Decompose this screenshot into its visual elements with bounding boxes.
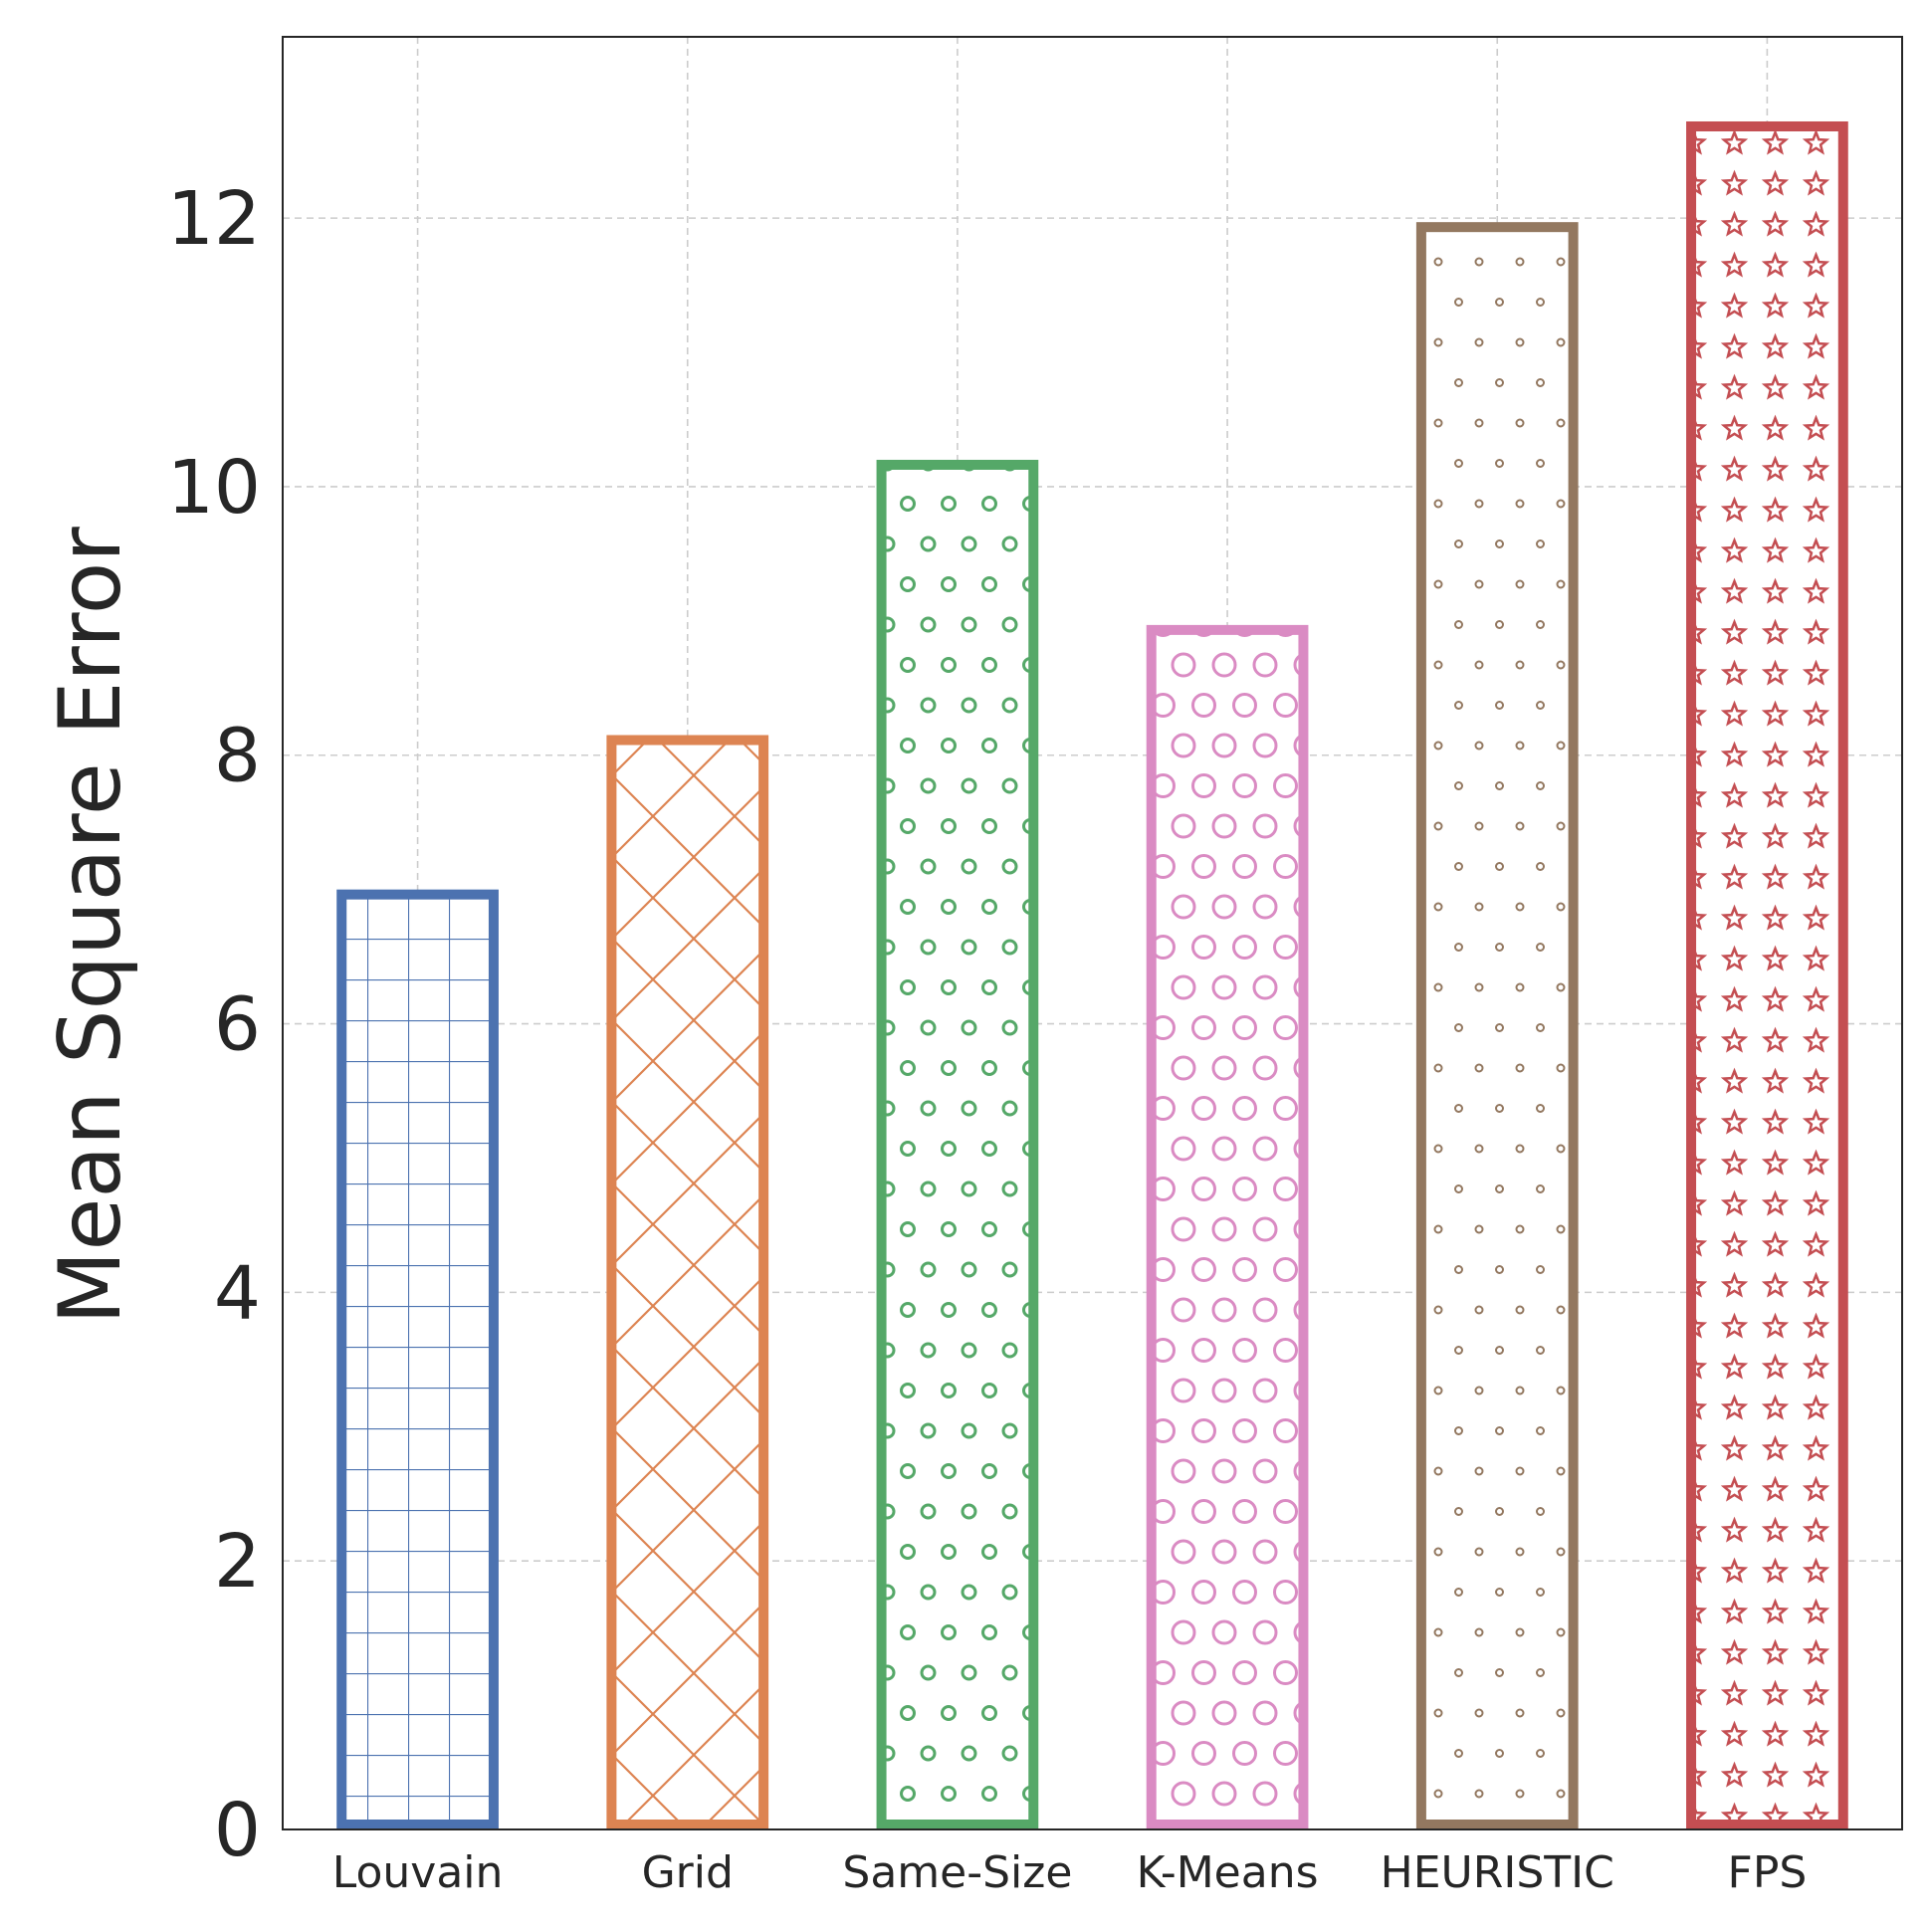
bar-k-means xyxy=(1146,624,1309,1829)
y-axis-label: Mean Square Error xyxy=(41,527,140,1325)
bar xyxy=(876,459,1039,1829)
bar xyxy=(336,889,499,1829)
bars xyxy=(336,120,1848,1830)
bar xyxy=(1415,222,1579,1830)
y-tick-label: 12 xyxy=(167,176,261,262)
bar-same-size xyxy=(876,459,1039,1829)
y-tick-label: 0 xyxy=(214,1788,261,1873)
plot-frame xyxy=(282,36,1903,1830)
x-tick-label: HEURISTIC xyxy=(1381,1847,1614,1898)
x-tick-label: Louvain xyxy=(332,1847,504,1898)
y-tick-label: 2 xyxy=(214,1519,261,1605)
bar xyxy=(1686,120,1848,1830)
bar xyxy=(606,735,769,1830)
grid-lines xyxy=(283,37,1902,1830)
bar-louvain xyxy=(336,889,499,1829)
x-tick-labels: Louvain Grid Same-Size K-Means HEURISTIC FPS xyxy=(332,1847,1808,1898)
x-tick-label: Grid xyxy=(642,1847,734,1898)
y-tick-label: 4 xyxy=(214,1250,261,1336)
y-tick-label: 6 xyxy=(214,982,261,1068)
x-tick-label: FPS xyxy=(1728,1847,1808,1898)
y-tick-label: 10 xyxy=(167,445,261,531)
bar-heuristic xyxy=(1415,222,1579,1830)
x-tick-label: Same-Size xyxy=(842,1847,1072,1898)
bar xyxy=(1146,624,1309,1829)
x-tick-label: K-Means xyxy=(1137,1847,1319,1898)
y-tick-labels: 0 2 4 6 8 10 12 xyxy=(167,176,261,1873)
y-tick-label: 8 xyxy=(214,714,261,799)
bar-grid xyxy=(606,735,769,1830)
bar-fps xyxy=(1686,120,1848,1830)
